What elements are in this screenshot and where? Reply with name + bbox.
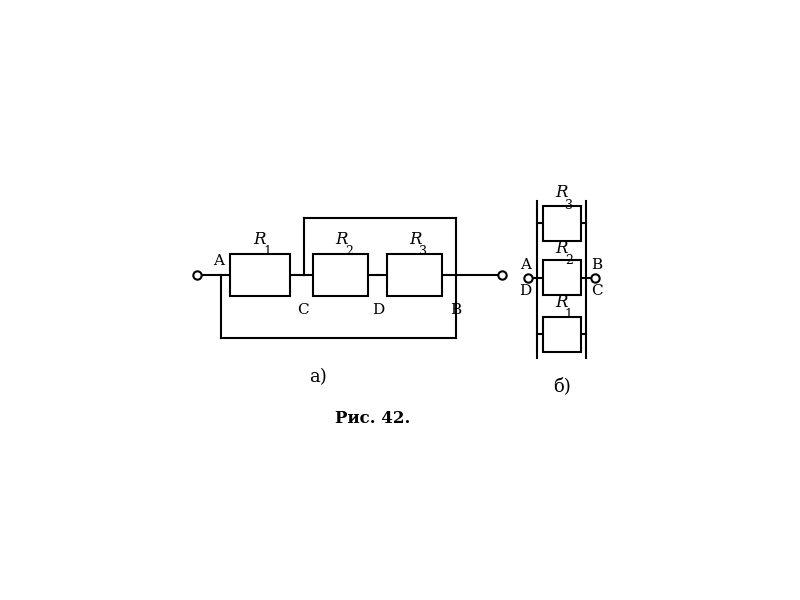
Text: а): а) xyxy=(309,368,326,386)
Text: R: R xyxy=(555,184,568,202)
Text: D: D xyxy=(373,303,385,317)
Bar xyxy=(543,317,581,352)
Text: Рис. 42.: Рис. 42. xyxy=(335,410,410,427)
Text: 2: 2 xyxy=(345,245,353,258)
Text: 1: 1 xyxy=(263,245,271,258)
Text: B: B xyxy=(450,303,461,317)
Text: R: R xyxy=(410,230,422,248)
Text: 3: 3 xyxy=(419,245,427,258)
Text: R: R xyxy=(335,230,348,248)
Text: R: R xyxy=(555,240,568,257)
Text: A: A xyxy=(213,254,224,268)
Text: R: R xyxy=(254,230,266,248)
Bar xyxy=(543,206,581,241)
Text: A: A xyxy=(520,257,531,272)
Text: B: B xyxy=(591,257,602,272)
Text: C: C xyxy=(591,284,602,298)
Text: R: R xyxy=(555,295,568,311)
Text: 2: 2 xyxy=(565,254,573,267)
Text: D: D xyxy=(518,284,531,298)
Text: б): б) xyxy=(553,377,570,395)
Bar xyxy=(313,254,369,296)
Bar xyxy=(230,254,290,296)
Text: C: C xyxy=(297,303,309,317)
Bar xyxy=(543,260,581,295)
Text: 1: 1 xyxy=(565,308,573,322)
Text: 3: 3 xyxy=(565,199,573,212)
Bar xyxy=(387,254,442,296)
